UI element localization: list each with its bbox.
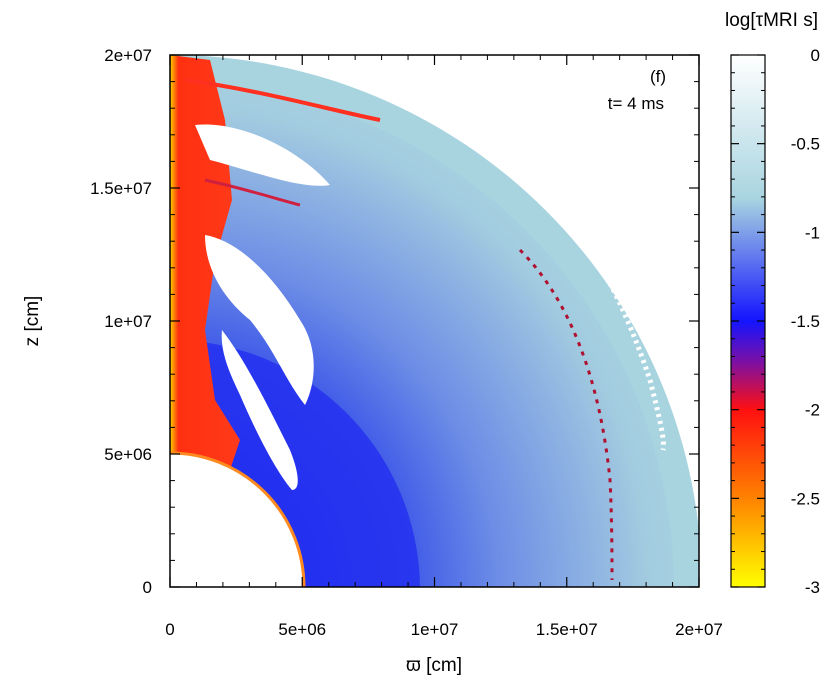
- x-tick-label: 1.5e+07: [536, 620, 598, 639]
- y-tick-label: 2e+07: [104, 46, 152, 65]
- white-plume-3: [221, 330, 298, 490]
- red-filament-2: [204, 178, 301, 207]
- colorbar-tick-label: -3: [805, 578, 820, 597]
- x-tick-label: 1e+07: [411, 620, 459, 639]
- colorbar-tick-label: -1: [805, 223, 820, 242]
- colorbar-tick-label: -1.5: [791, 312, 820, 331]
- x-tick-label: 5e+06: [278, 620, 326, 639]
- colorbar-title: log[τMRI s]: [725, 10, 818, 31]
- red-filament-1: [184, 78, 381, 122]
- colorbar-axis: 0 -0.5 -1 -1.5 -2 -2.5 -3: [731, 46, 820, 597]
- x-axis: 0 5e+06 1e+07 1.5e+07 2e+07: [165, 55, 723, 639]
- white-speckle-band: [269, 57, 666, 451]
- x-tick-label: 0: [165, 620, 174, 639]
- time-label: t= 4 ms: [608, 94, 664, 113]
- panel-label: (f): [650, 67, 666, 86]
- inner-cavity: [170, 453, 304, 587]
- colorbar-tick-label: -0.5: [791, 135, 820, 154]
- colorbar-tick-label: -2.5: [791, 489, 820, 508]
- y-tick-label: 5e+06: [104, 445, 152, 464]
- y-axis: 0 5e+06 1e+07 1.5e+07 2e+07: [90, 46, 699, 597]
- white-plume-2: [205, 235, 314, 405]
- colorbar-tick-label: 0: [811, 46, 820, 65]
- y-tick-label: 0: [143, 578, 152, 597]
- y-axis-title: z [cm]: [22, 296, 43, 347]
- x-axis-title: ϖ [cm]: [406, 655, 462, 676]
- heatmap-field: [170, 55, 699, 587]
- y-tick-label: 1.5e+07: [90, 179, 152, 198]
- cavity-edge: [170, 451, 306, 587]
- colorbar-tick-label: -2: [805, 401, 820, 420]
- x-tick-label: 2e+07: [675, 620, 723, 639]
- y-tick-label: 1e+07: [104, 312, 152, 331]
- white-plume-1: [195, 124, 330, 186]
